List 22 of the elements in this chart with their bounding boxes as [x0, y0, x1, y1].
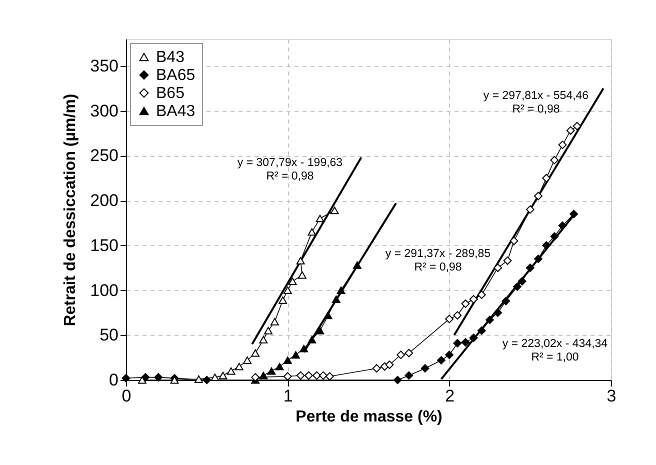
annotation: y = 307,79x - 199,63 R² = 0,98 [237, 157, 343, 182]
y-tick-label: 350 [90, 56, 118, 76]
annotation: y = 291,37x - 289,85 R² = 0,98 [385, 248, 491, 274]
x-tick-label: 0 [122, 386, 132, 406]
legend-label: B43 [156, 49, 185, 66]
y-tick-label: 150 [90, 236, 118, 255]
x-tick-label: 2 [445, 386, 455, 406]
x-axis-title: Perte de masse (%) [296, 408, 442, 426]
annotation: y = 297,81x - 554,46 R² = 0,98 [483, 90, 589, 116]
annotation: y = 223,02x - 434,34 R² = 1,00 [502, 338, 608, 364]
y-tick-label: 100 [90, 280, 118, 300]
legend-label: BA65 [156, 67, 196, 84]
y-axis-title: Retrait de dessiccation (µm/m) [62, 94, 80, 326]
y-tick-label: 200 [90, 191, 118, 210]
y-tick-label: 250 [90, 146, 118, 166]
y-tick-label: 50 [100, 326, 118, 345]
y-tick-label: 300 [90, 101, 118, 120]
x-tick-label: 1 [283, 386, 293, 406]
x-tick-label: 3 [606, 386, 616, 406]
legend-label: B65 [156, 85, 185, 102]
legend-label: BA43 [156, 103, 196, 120]
y-tick-label: 0 [109, 370, 118, 390]
